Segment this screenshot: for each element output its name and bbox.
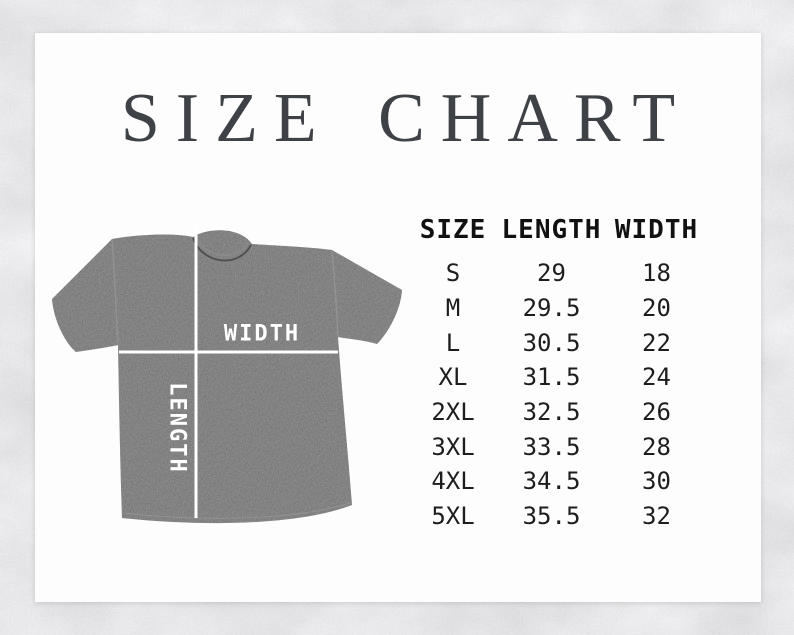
tshirt-body (52, 230, 402, 524)
cell-length: 35.5 (522, 502, 581, 531)
cell-size: 5XL (431, 502, 475, 531)
cell-length: 29.5 (522, 294, 581, 323)
size-table-body: S 29 18 M 29.5 20 L 30.5 22 XL 31.5 24 2… (407, 256, 709, 534)
table-row: 5XL 35.5 32 (407, 499, 709, 534)
cell-length: 32.5 (522, 398, 581, 427)
cell-size: 4XL (431, 467, 475, 496)
cell-length: 34.5 (522, 467, 581, 496)
table-row: 2XL 32.5 26 (407, 395, 709, 430)
cell-width: 20 (642, 294, 671, 323)
page-title: SIZE CHART (120, 80, 692, 157)
cell-size: XL (438, 363, 468, 392)
cell-size: 3XL (431, 432, 475, 461)
shirt-length-label: LENGTH (165, 382, 190, 473)
cell-width: 24 (642, 363, 671, 392)
column-header-length: LENGTH (501, 215, 602, 245)
cell-length: 29 (537, 259, 566, 288)
cell-width: 22 (642, 328, 671, 357)
table-row: M 29.5 20 (407, 291, 709, 326)
size-chart-card: SIZE CHART (35, 33, 761, 602)
column-header-size: SIZE (419, 215, 487, 245)
size-table: SIZE LENGTH WIDTH S 29 18 M 29.5 20 L 30… (407, 213, 709, 534)
cell-size: 2XL (431, 398, 475, 427)
tshirt-mockup: WIDTH LENGTH (52, 223, 402, 524)
table-row: S 29 18 (407, 256, 709, 291)
cell-size: L (445, 328, 461, 357)
table-row: 4XL 34.5 30 (407, 464, 709, 499)
tshirt-illustration: WIDTH LENGTH (45, 213, 415, 538)
cell-length: 33.5 (522, 432, 581, 461)
cell-size: M (445, 294, 461, 323)
cell-width: 26 (642, 398, 671, 427)
cell-width: 28 (642, 432, 671, 461)
cell-width: 30 (642, 467, 671, 496)
cell-size: S (445, 259, 461, 288)
table-row: XL 31.5 24 (407, 360, 709, 395)
column-header-width: WIDTH (614, 215, 699, 245)
cell-width: 32 (642, 502, 671, 531)
cell-length: 30.5 (522, 328, 581, 357)
shirt-width-label: WIDTH (224, 322, 300, 347)
cell-width: 18 (642, 259, 671, 288)
size-table-header: SIZE LENGTH WIDTH (407, 213, 709, 247)
table-row: L 30.5 22 (407, 325, 709, 360)
cell-length: 31.5 (522, 363, 581, 392)
table-row: 3XL 33.5 28 (407, 429, 709, 464)
